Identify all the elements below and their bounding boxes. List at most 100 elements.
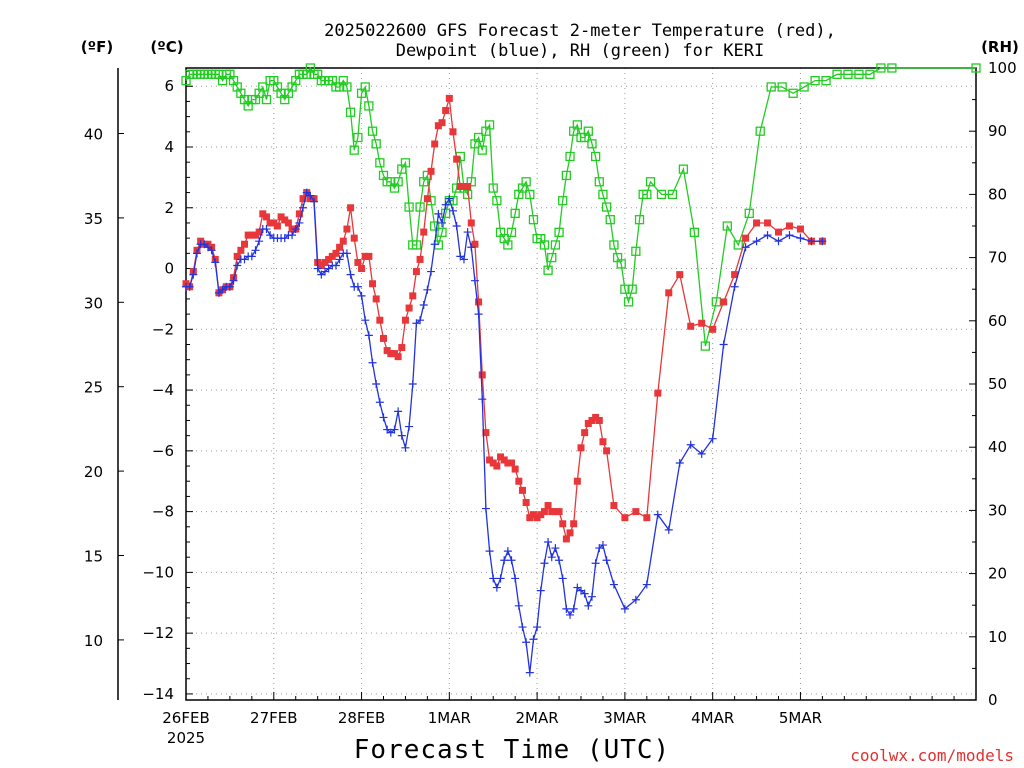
dewpoint-point [569, 604, 578, 613]
temperature-point [233, 252, 241, 260]
temperature-point [416, 255, 424, 263]
dewpoint-point [459, 255, 468, 264]
dewpoint-point [299, 203, 308, 212]
rh-tick-label: 60 [988, 312, 1007, 330]
celsius-tick-label: 0 [164, 260, 174, 278]
dewpoint-point [423, 285, 432, 294]
dewpoint-point [555, 556, 564, 565]
temperature-point [369, 280, 377, 288]
rh-point [598, 189, 608, 200]
temperature-point [347, 204, 355, 212]
rh-point [605, 215, 615, 225]
dewpoint-point [291, 225, 300, 234]
fahrenheit-tick-label: 40 [84, 125, 103, 143]
temperature-point [753, 219, 761, 227]
rh-point [656, 189, 667, 200]
temperature-point [390, 350, 398, 358]
temperature-point [610, 502, 618, 510]
dewpoint-point [587, 592, 596, 601]
rh-series [181, 63, 981, 351]
dewpoint-point [372, 380, 381, 388]
dewpoint-point [379, 413, 388, 422]
dewpoint-point [642, 580, 651, 589]
temperature-point [559, 520, 567, 528]
fahrenheit-tick-label: 10 [84, 632, 103, 650]
dewpoint-point [233, 261, 242, 270]
temperature-point [255, 228, 263, 236]
temperature-point [515, 477, 523, 485]
chart-title-line-2: Dewpoint (blue), RH (green) for KERI [396, 41, 764, 61]
rh-point [590, 151, 601, 162]
fahrenheit-unit-label: (ºF) [81, 38, 113, 56]
temperature-point [281, 216, 289, 224]
temperature-point [387, 350, 395, 358]
dewpoint-point [730, 282, 739, 291]
temperature-point [398, 344, 406, 352]
rh-point [821, 75, 831, 86]
temperature-point [573, 477, 581, 485]
temperature-point [511, 465, 519, 473]
temperature-point [361, 252, 369, 260]
temperature-point [372, 295, 380, 303]
rh-point [484, 120, 495, 130]
temperature-point [339, 237, 347, 245]
temperature-point [420, 228, 428, 236]
temperature-point [775, 228, 782, 236]
rh-point [261, 94, 272, 105]
temperature-point [643, 514, 651, 522]
rh-point [971, 63, 981, 73]
temperature-point [544, 502, 552, 510]
rh-point [642, 189, 652, 200]
fahrenheit-tick-label: 30 [84, 294, 103, 312]
dewpoint-point [489, 574, 498, 583]
rh-point [558, 196, 568, 206]
dewpoint-point [518, 623, 527, 632]
dewpoint-line [186, 191, 823, 673]
rh-point [561, 170, 572, 181]
temperature-point [445, 94, 453, 102]
temperature-point [244, 231, 252, 239]
rh-point [631, 246, 641, 256]
temperature-point [350, 234, 358, 242]
celsius-tick-label: 6 [164, 77, 174, 95]
temperature-point [785, 222, 793, 230]
dewpoint-point [255, 237, 264, 246]
temperature-point [709, 325, 717, 333]
temperature-point [764, 219, 772, 227]
temperature-point [453, 155, 461, 163]
temperature-point [343, 225, 351, 233]
time-tick-label: 28FEB [338, 709, 385, 727]
time-tick-label: 4MAR [691, 709, 734, 727]
temperature-point [522, 499, 530, 506]
celsius-tick-label: 4 [164, 138, 174, 156]
rh-tick-label: 0 [988, 691, 998, 709]
rh-point [506, 227, 517, 237]
temperature-point [497, 453, 505, 461]
temperature-point [665, 289, 673, 297]
temperature-point [570, 520, 578, 528]
temperature-point [526, 514, 534, 522]
time-tick-label: 27FEB [250, 709, 297, 727]
rh-tick-label: 50 [988, 375, 1007, 393]
dewpoint-point [708, 434, 717, 443]
dewpoint-point [419, 301, 428, 309]
temperature-point [467, 219, 475, 227]
rh-point [565, 151, 575, 162]
dewpoint-point [664, 525, 673, 534]
rh-point [492, 196, 502, 206]
dewpoint-point [547, 553, 556, 562]
temperature-point [449, 128, 457, 136]
grid-lines [186, 68, 976, 700]
dewpoint-point [434, 209, 443, 218]
temperature-point [595, 416, 603, 424]
dewpoint-point [774, 237, 783, 246]
dewpoint-point [566, 610, 575, 619]
rh-point [755, 126, 765, 136]
temperature-point [259, 210, 267, 218]
dewpoint-point [251, 246, 260, 255]
temperature-point [533, 514, 541, 522]
dewpoint-point [785, 231, 794, 240]
temperature-point [566, 529, 574, 537]
rh-line [185, 66, 976, 347]
